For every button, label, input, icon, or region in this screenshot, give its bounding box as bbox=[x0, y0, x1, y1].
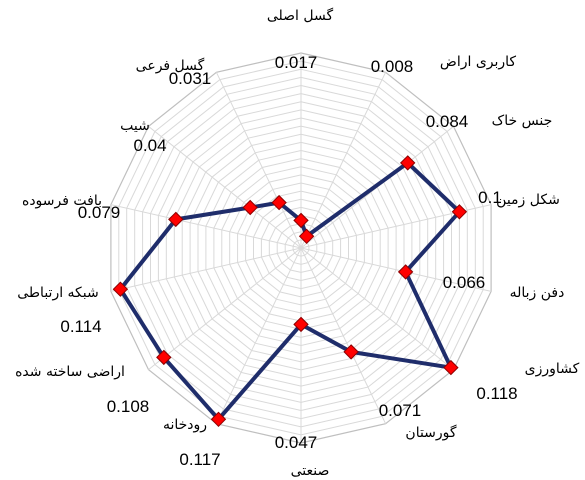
axis-spoke bbox=[148, 126, 302, 249]
data-point-marker bbox=[112, 281, 129, 297]
category-label: دفن زباله bbox=[510, 285, 565, 301]
value-label: 0.008 bbox=[371, 57, 414, 76]
category-label: کاربری اراض bbox=[440, 54, 517, 70]
data-point-marker bbox=[293, 316, 309, 333]
value-label: 0.084 bbox=[426, 112, 469, 131]
value-label: 0.108 bbox=[107, 397, 150, 416]
value-label: 0.071 bbox=[379, 401, 422, 420]
value-label: 0.117 bbox=[179, 450, 220, 469]
axis-spoke bbox=[215, 247, 302, 424]
category-label: شکل زمین bbox=[496, 192, 560, 208]
value-label: 0.114 bbox=[60, 317, 101, 336]
value-label: 0.017 bbox=[275, 53, 318, 72]
axis-spoke bbox=[148, 247, 302, 370]
category-label: گسل اصلی bbox=[267, 7, 334, 24]
category-label: گسل فرعی bbox=[136, 57, 205, 74]
category-label: بافت فرسوده bbox=[22, 193, 102, 209]
axis-spoke bbox=[215, 72, 302, 249]
value-label: 0.1 bbox=[478, 188, 502, 207]
value-label: 0.118 bbox=[476, 384, 517, 403]
category-label: صنعتی bbox=[291, 463, 330, 479]
category-label: جنس خاک bbox=[492, 113, 553, 129]
data-point-marker bbox=[293, 212, 309, 229]
value-label: 0.047 bbox=[275, 433, 318, 452]
axis-spoke bbox=[300, 247, 387, 424]
data-point-marker bbox=[168, 211, 184, 228]
data-point-marker bbox=[451, 204, 468, 220]
category-label: کشاورزی bbox=[525, 361, 580, 377]
data-point-marker bbox=[343, 344, 359, 360]
data-point-marker bbox=[210, 411, 227, 428]
axis-spoke bbox=[110, 247, 302, 292]
data-point-marker bbox=[271, 194, 287, 211]
value-label: 0.04 bbox=[133, 136, 166, 155]
category-label: گورستان bbox=[405, 424, 456, 441]
category-label: رودخانه bbox=[163, 417, 207, 433]
axis-spoke bbox=[110, 204, 302, 249]
axis-spoke bbox=[300, 247, 454, 370]
data-point-marker bbox=[242, 199, 258, 216]
value-label: 0.079 bbox=[78, 203, 121, 222]
data-point-marker bbox=[399, 155, 416, 171]
category-label: شبکه ارتباطی bbox=[17, 285, 99, 301]
value-label: 0.031 bbox=[169, 69, 212, 88]
axis-spoke bbox=[300, 247, 492, 292]
category-label: شیب bbox=[120, 118, 150, 134]
data-point-marker bbox=[397, 264, 414, 280]
value-label: 0.066 bbox=[443, 273, 486, 292]
data-point-marker bbox=[156, 349, 172, 366]
category-label: اراضی ساخته شده bbox=[15, 364, 125, 380]
data-point-marker bbox=[443, 359, 459, 376]
axis-spoke bbox=[300, 72, 387, 249]
data-point-marker bbox=[298, 228, 315, 245]
